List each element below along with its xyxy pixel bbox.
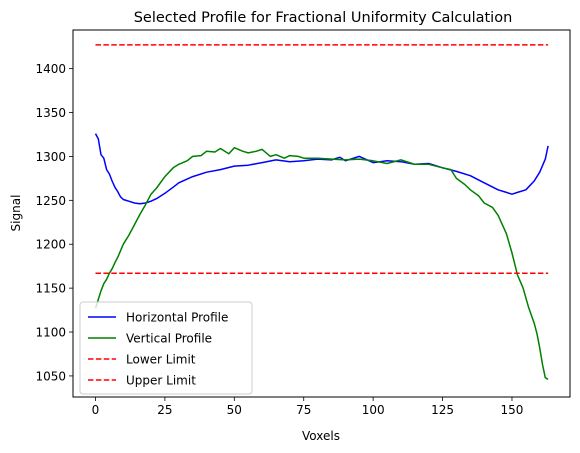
y-tick-label: 1200: [35, 238, 66, 252]
x-axis-label: Voxels: [302, 429, 340, 443]
legend-label: Lower Limit: [126, 353, 196, 367]
series-line-horizontal-profile: [94, 133, 549, 205]
legend-label: Upper Limit: [126, 374, 196, 388]
legend: Horizontal Profile Vertical Profile Lower …: [79, 301, 253, 395]
x-tick-label: 0: [92, 403, 100, 417]
x-axis-ticks: 0 25 50 75 100 125 150: [92, 397, 524, 417]
y-tick-label: 1300: [35, 150, 66, 164]
y-tick-label: 1350: [35, 106, 66, 120]
plot-data: [94, 44, 549, 381]
y-axis-ticks: 1050 1100 1150 1200 1250 1300 1350 1400: [35, 62, 73, 383]
x-tick-label: 100: [362, 403, 385, 417]
y-tick-label: 1150: [35, 282, 66, 296]
y-tick-label: 1100: [35, 326, 66, 340]
y-tick-label: 1050: [35, 369, 66, 383]
y-axis-label: Signal: [9, 195, 23, 232]
x-tick-label: 125: [431, 403, 454, 417]
y-tick-label: 1400: [35, 62, 66, 76]
chart-title: Selected Profile for Fractional Uniformi…: [134, 10, 513, 26]
x-tick-label: 25: [157, 403, 172, 417]
x-tick-label: 75: [296, 403, 311, 417]
x-tick-label: 150: [501, 403, 524, 417]
plot-frame: [72, 29, 571, 398]
legend-box: [79, 301, 253, 395]
y-tick-label: 1250: [35, 194, 66, 208]
legend-label: Vertical Profile: [126, 332, 212, 346]
series-line-vertical-profile: [94, 146, 549, 381]
legend-label: Horizontal Profile: [126, 311, 228, 325]
x-tick-label: 50: [227, 403, 242, 417]
